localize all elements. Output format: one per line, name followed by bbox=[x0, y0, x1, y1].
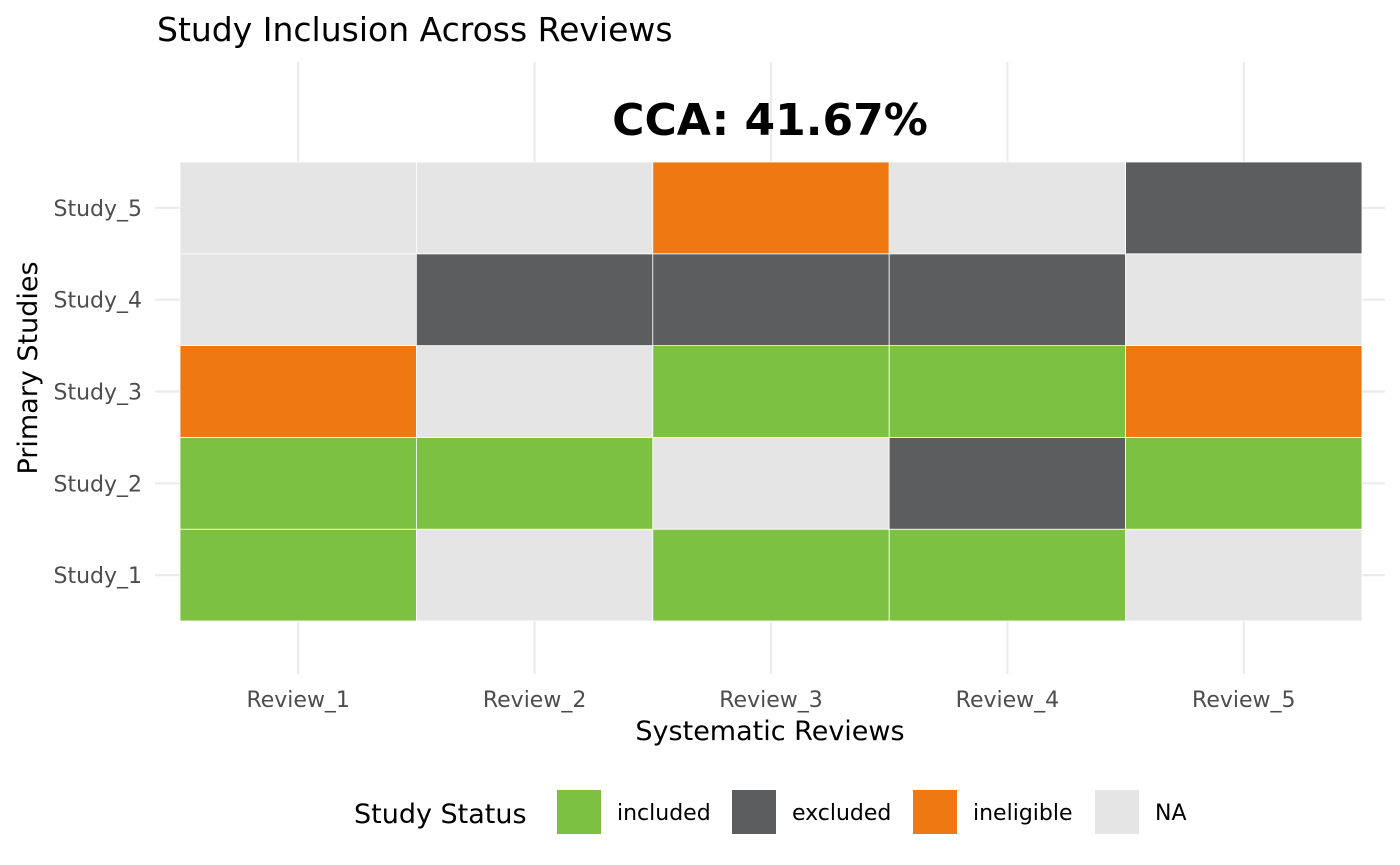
heatmap-cell bbox=[179, 528, 417, 622]
heatmap-cell bbox=[1125, 436, 1363, 530]
y-tick-label: Study_1 bbox=[53, 564, 142, 589]
x-tick-label: Review_2 bbox=[483, 688, 587, 713]
heatmap-cell bbox=[888, 345, 1127, 438]
legend-label: excluded bbox=[792, 801, 891, 826]
chart-title: Study Inclusion Across Reviews bbox=[157, 10, 673, 49]
heatmap-cell bbox=[652, 528, 890, 622]
heatmap-cell bbox=[1125, 528, 1363, 622]
heatmap-cell bbox=[179, 161, 417, 255]
legend: Study Status included excluded ineligible N… bbox=[354, 790, 1187, 834]
heatmap-cell bbox=[652, 161, 890, 255]
heatmap-cell bbox=[179, 345, 417, 438]
legend-label: included bbox=[617, 801, 711, 826]
legend-swatch bbox=[732, 790, 776, 834]
y-tick-label: Study_5 bbox=[53, 197, 142, 222]
legend-title: Study Status bbox=[354, 799, 527, 830]
heatmap-cell bbox=[652, 436, 890, 530]
heatmap-cell bbox=[1125, 345, 1363, 438]
heatmap-cells bbox=[179, 161, 1363, 622]
heatmap-cell bbox=[415, 253, 654, 347]
heatmap-cell bbox=[179, 436, 417, 530]
legend-swatch bbox=[1095, 790, 1139, 834]
x-axis-label: Systematic Reviews bbox=[635, 716, 904, 747]
heatmap-cell bbox=[179, 253, 417, 347]
heatmap-cell bbox=[888, 436, 1127, 530]
heatmap-cell bbox=[415, 161, 654, 255]
y-tick-label: Study_2 bbox=[53, 472, 142, 497]
legend-swatch bbox=[557, 790, 601, 834]
heatmap-cell bbox=[1125, 161, 1363, 255]
heatmap-cell bbox=[1125, 253, 1363, 347]
legend-swatch bbox=[913, 790, 957, 834]
legend-label: NA bbox=[1155, 801, 1187, 826]
y-axis-ticks: Study_1 Study_2 Study_3 Study_4 Study_5 bbox=[53, 197, 142, 589]
heatmap-cell bbox=[415, 345, 654, 438]
x-tick-label: Review_5 bbox=[1192, 688, 1296, 713]
x-tick-label: Review_3 bbox=[719, 688, 823, 713]
legend-label: ineligible bbox=[973, 801, 1073, 826]
x-tick-label: Review_4 bbox=[956, 688, 1060, 713]
heatmap-cell bbox=[652, 345, 890, 438]
heatmap-cell bbox=[652, 253, 890, 347]
x-tick-label: Review_1 bbox=[246, 688, 350, 713]
y-tick-label: Study_4 bbox=[53, 289, 142, 314]
heatmap-cell bbox=[888, 161, 1127, 255]
y-axis-label: Primary Studies bbox=[13, 261, 44, 474]
heatmap-cell bbox=[415, 436, 654, 530]
heatmap-cell bbox=[888, 253, 1127, 347]
heatmap-cell bbox=[888, 528, 1127, 622]
y-tick-label: Study_3 bbox=[53, 381, 142, 406]
heatmap-cell bbox=[415, 528, 654, 622]
cca-annotation: CCA: 41.67% bbox=[612, 95, 928, 146]
x-axis-ticks: Review_1 Review_2 Review_3 Review_4 Review_5 bbox=[246, 688, 1295, 713]
